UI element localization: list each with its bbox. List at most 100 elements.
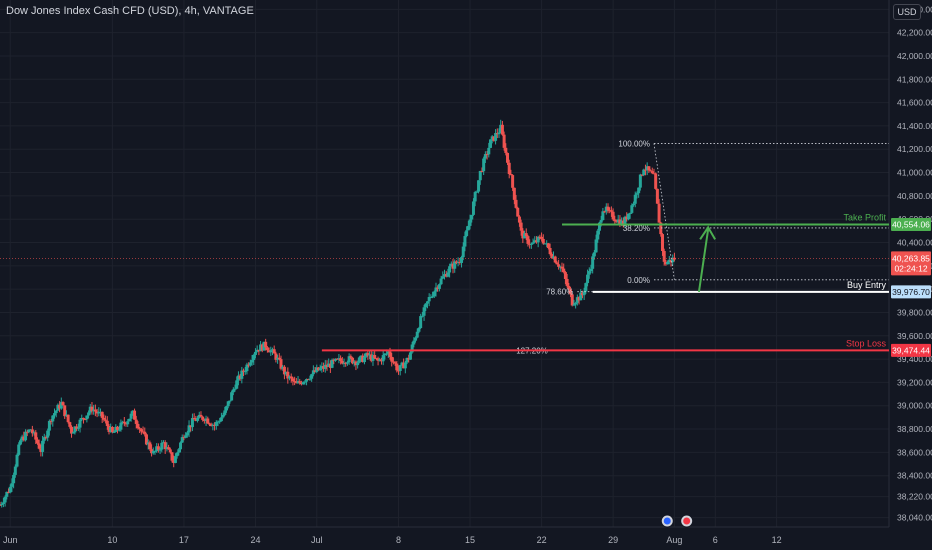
candle-body [374, 358, 378, 360]
candle-body [512, 187, 516, 200]
candle-body [439, 278, 443, 285]
y-tick-label: 38,600.00 [897, 447, 932, 457]
candle-body [666, 262, 670, 265]
candle-body [168, 449, 172, 453]
candle-body [114, 426, 118, 432]
candle-body [582, 291, 586, 296]
candle-body [247, 364, 251, 366]
candle-body [516, 207, 520, 217]
candle-body [107, 426, 111, 432]
candle-body [628, 212, 632, 214]
y-tick-label: 41,800.00 [897, 74, 932, 84]
candle-body [22, 436, 26, 441]
candle-body [361, 355, 365, 363]
candle-body [1, 502, 5, 505]
candle-body [506, 152, 510, 163]
candle-body [316, 367, 320, 371]
candle-body [293, 381, 297, 383]
candle-body [499, 124, 503, 133]
candle-body [597, 222, 601, 231]
candle-body [325, 364, 329, 367]
candle-body [536, 236, 540, 243]
candle-body [630, 205, 634, 213]
candle-body [534, 240, 538, 243]
candle-body [529, 243, 533, 245]
candle-body [3, 496, 7, 503]
candle-body [27, 429, 31, 433]
candle-body [76, 427, 80, 429]
candle-body [281, 366, 285, 369]
candle-body [185, 432, 189, 436]
candle-body [20, 436, 24, 441]
candle-body [235, 380, 239, 389]
candle-body [570, 294, 574, 306]
candle-body [52, 413, 56, 416]
candle-body [13, 466, 17, 475]
candle-body [332, 359, 336, 361]
candle-body [609, 210, 613, 212]
candle-body [230, 392, 234, 401]
candle-body [122, 421, 126, 424]
candle-body [209, 424, 213, 427]
candle-body [454, 261, 458, 264]
candle-body [180, 437, 184, 443]
candle-body [345, 362, 349, 364]
y-tick-label: 41,000.00 [897, 168, 932, 178]
candle-body [574, 302, 578, 305]
price-tag-take-profit: 40,554.06 [892, 220, 930, 230]
candle-body [141, 431, 145, 433]
candle-body [643, 169, 647, 171]
candle-body [468, 219, 472, 226]
candle-body [30, 429, 34, 434]
candle-body [594, 239, 598, 253]
arrow-shaft [697, 229, 710, 293]
candle-body [90, 406, 94, 412]
candle-body [95, 411, 99, 414]
candle-body [565, 278, 569, 286]
candle-body [475, 191, 479, 193]
candle-body [56, 404, 60, 411]
currency-button[interactable]: USD [893, 4, 921, 20]
candle-body [206, 418, 210, 424]
arrow-head [699, 225, 716, 240]
candle-body [276, 357, 280, 360]
candle-body [155, 446, 159, 452]
candle-body [356, 362, 360, 366]
candle-body [616, 219, 620, 223]
candle-body [207, 423, 211, 425]
candle-body [400, 362, 404, 366]
candle-body [78, 419, 82, 428]
candle-body [129, 413, 133, 419]
candle-body [342, 362, 346, 364]
candle-body [398, 365, 402, 372]
candle-body [81, 417, 85, 419]
candle-body [243, 371, 247, 373]
candle-body [405, 357, 409, 363]
candle-body [669, 259, 673, 263]
x-tick-label: 22 [537, 535, 547, 545]
candle-body [655, 188, 659, 204]
countdown-tag: 02:24:12 [894, 263, 927, 273]
candle-body [567, 285, 571, 290]
candle-body [633, 194, 637, 204]
candle-body [495, 133, 499, 135]
candle-body [248, 362, 252, 366]
candle-body [211, 424, 215, 427]
fib-level-label: 78.60% [546, 288, 573, 297]
candle-body [213, 424, 217, 426]
candle-body [47, 420, 51, 431]
current-price-tag-bg [891, 251, 931, 276]
y-tick-label: 41,600.00 [897, 98, 932, 108]
candle-body [478, 170, 482, 181]
candle-body [667, 259, 671, 263]
candle-body [410, 344, 414, 353]
event-flag-icon-core [683, 517, 691, 525]
candle-body [179, 442, 183, 450]
price-tag-bg [891, 285, 931, 299]
candle-body [652, 173, 656, 175]
candle-body [645, 166, 649, 171]
candle-body [201, 416, 205, 420]
candle-body [378, 359, 382, 361]
candle-body [388, 351, 392, 357]
